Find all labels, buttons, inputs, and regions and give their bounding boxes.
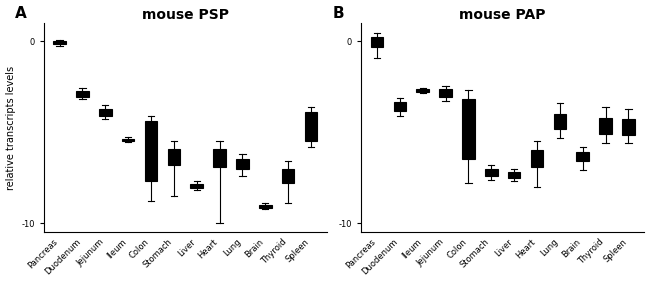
Text: A: A [16, 6, 27, 21]
PathPatch shape [508, 172, 521, 178]
PathPatch shape [145, 121, 157, 181]
PathPatch shape [462, 100, 474, 160]
Title: mouse PAP: mouse PAP [460, 8, 546, 22]
Title: mouse PSP: mouse PSP [142, 8, 229, 22]
PathPatch shape [394, 102, 406, 111]
PathPatch shape [76, 91, 89, 97]
PathPatch shape [622, 120, 635, 135]
PathPatch shape [485, 169, 498, 176]
PathPatch shape [190, 184, 203, 188]
PathPatch shape [259, 205, 272, 208]
PathPatch shape [305, 112, 317, 141]
PathPatch shape [531, 150, 543, 167]
Text: B: B [333, 6, 344, 21]
PathPatch shape [577, 152, 589, 161]
PathPatch shape [53, 41, 66, 44]
PathPatch shape [122, 138, 135, 141]
PathPatch shape [236, 158, 249, 169]
Y-axis label: relative transcripts levels: relative transcripts levels [6, 66, 16, 190]
PathPatch shape [554, 114, 566, 129]
PathPatch shape [99, 109, 112, 116]
PathPatch shape [439, 89, 452, 97]
PathPatch shape [417, 89, 429, 92]
PathPatch shape [282, 169, 294, 183]
PathPatch shape [370, 37, 383, 47]
PathPatch shape [168, 149, 180, 165]
PathPatch shape [213, 149, 226, 167]
PathPatch shape [599, 118, 612, 134]
